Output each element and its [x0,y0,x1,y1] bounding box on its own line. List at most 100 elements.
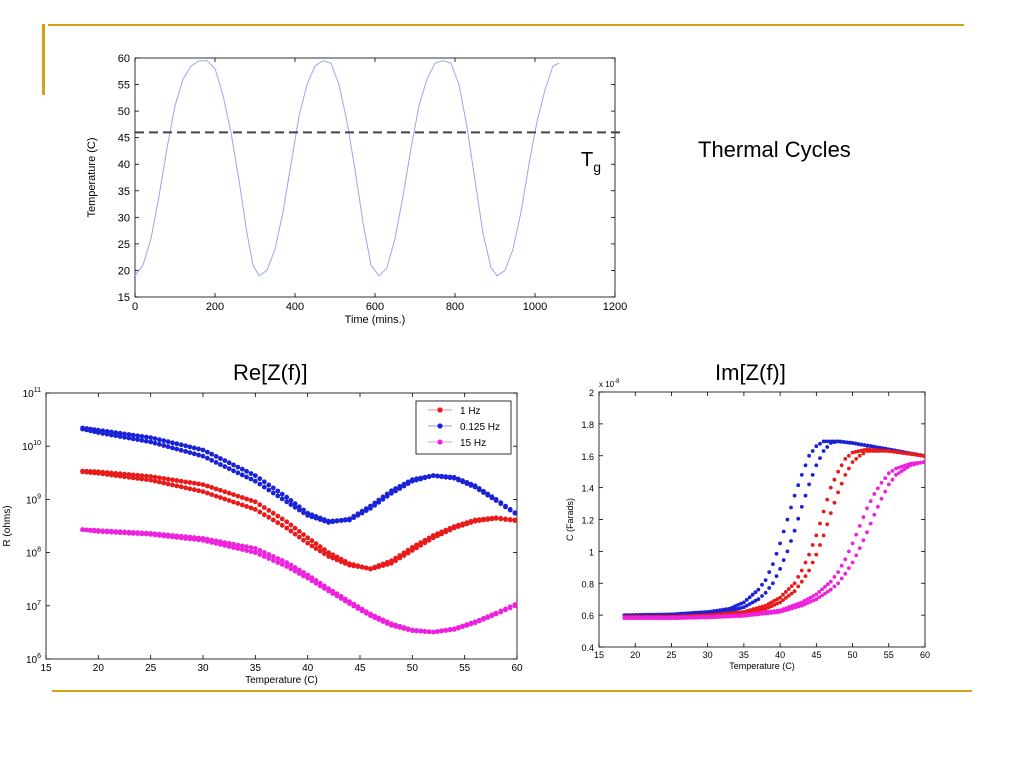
im-data-point [648,616,653,621]
re-data-point [351,603,357,609]
re-y-tick-base: 10 [22,442,34,453]
im-data-point [796,604,801,609]
thermal-y-tick-label: 45 [118,133,130,145]
re-data-point [157,475,162,481]
re-data-point [205,449,210,455]
im-y-tick-label: 1.2 [581,516,594,526]
re-data-point [205,455,210,461]
im-data-point [883,449,888,453]
re-data-point [104,472,110,477]
im-data-point [753,598,758,603]
re-data-point [174,483,180,489]
re-series-0-125-hz [80,425,518,525]
re-data-point [309,514,315,520]
im-data-point [843,571,848,576]
re-data-point [296,571,302,576]
im-data-point [784,608,789,612]
re-data-point [292,531,298,537]
re-data-point [305,540,311,546]
re-y-tick-base: 10 [23,389,35,400]
re-data-point [313,541,319,547]
im-data-point [660,616,665,621]
re-data-point [422,537,428,543]
im-data-point [745,613,749,618]
im-data-point [730,605,735,610]
re-data-point [222,464,228,469]
im-data-point [915,453,920,457]
thermal-plot-area [134,57,616,298]
re-data-point [284,519,290,525]
re-data-point [95,430,101,435]
im-data-point [883,489,888,494]
thermal-x-tick-label: 1200 [603,301,627,313]
re-data-point [270,510,276,516]
re-data-point [170,445,175,451]
re-data-point [196,446,202,452]
im-data-point [821,449,826,453]
re-data-point [284,564,290,569]
im-data-point [792,581,797,586]
re-data-point [170,477,175,483]
re-data-point [231,541,236,547]
im-data-point [872,492,877,496]
re-data-point [88,470,93,475]
re-data-point [317,548,323,554]
im-data-point [828,441,833,445]
im-data-point [879,480,884,485]
im-data-point [757,608,762,612]
re-data-point [178,442,184,448]
re-data-point [209,485,215,490]
im-data-point [853,441,858,446]
re-data-point [122,431,127,437]
re-data-point [409,477,415,483]
re-data-point [279,522,285,528]
re-data-point [183,449,189,454]
re-data-point [252,473,258,478]
im-data-point [825,522,830,527]
re-data-point [447,525,453,531]
thermal-y-tick-label: 55 [118,80,130,92]
im-data-point [733,604,738,609]
im-data-point [821,533,826,538]
im-data-point [857,524,862,528]
im-data-point [793,602,798,607]
im-data-point [828,587,833,592]
im-data-point [736,603,740,607]
re-data-point [113,433,119,439]
re-data-point [139,476,145,482]
re-data-point [464,622,470,627]
re-data-point [422,474,428,480]
re-data-point [405,547,411,553]
re-data-point [209,451,215,457]
re-data-point [252,507,258,512]
im-data-point [756,597,761,602]
im-data-point [850,450,855,455]
re-data-point [161,480,167,486]
im-data-point [781,609,786,613]
re-data-point [205,483,210,489]
re-data-point [330,555,336,561]
im-data-point [785,549,790,554]
re-data-point [493,498,499,503]
im-data-point [723,614,728,619]
thermal-x-tick-label: 200 [206,301,224,313]
im-data-point [769,604,774,609]
re-data-point [338,559,344,565]
im-data-point [684,616,689,620]
im-data-point [687,616,692,620]
im-data-point [778,541,782,546]
im-y-tick-label: 0.4 [581,643,594,653]
im-data-point [836,570,840,574]
im-data-point [814,597,819,602]
im-data-point [839,481,844,486]
re-data-point [143,531,149,537]
im-data-point [836,581,840,586]
im-y-tick-label: 0.8 [581,579,594,589]
re-y-tick-exponent: 6 [37,653,41,660]
re-data-point [261,505,267,510]
re-data-point [213,486,219,492]
im-data-point [803,493,808,498]
re-data-point [183,443,189,449]
re-data-point [126,432,132,437]
im-x-tick-label: 45 [811,650,821,660]
